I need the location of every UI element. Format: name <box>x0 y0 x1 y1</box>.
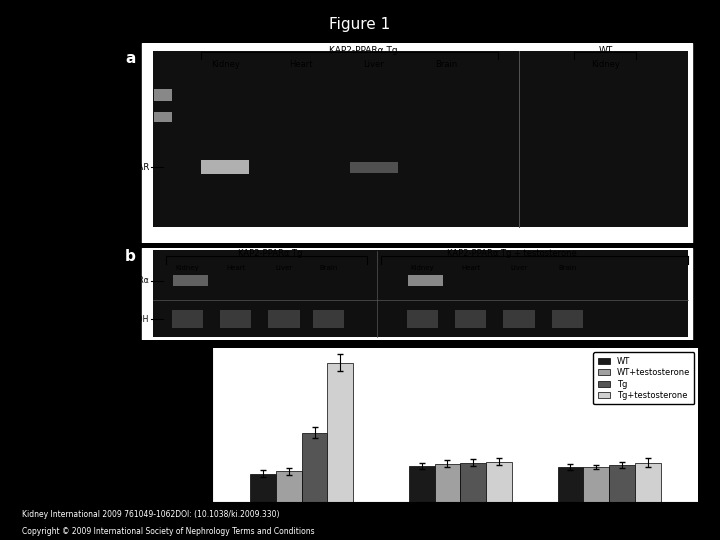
Text: Brain: Brain <box>558 265 577 271</box>
Text: GAPDH: GAPDH <box>122 315 149 323</box>
Text: Kidney: Kidney <box>211 60 240 69</box>
Text: FPPAR: FPPAR <box>123 163 149 172</box>
FancyBboxPatch shape <box>552 310 583 328</box>
Text: KAP2-PPARα Tg: KAP2-PPARα Tg <box>238 249 302 258</box>
Bar <box>486 462 512 502</box>
Text: Liver: Liver <box>276 265 292 271</box>
FancyBboxPatch shape <box>154 112 171 122</box>
Bar <box>460 463 486 502</box>
Bar <box>435 464 460 502</box>
FancyBboxPatch shape <box>153 51 688 227</box>
Text: Kidney: Kidney <box>410 265 434 271</box>
Bar <box>635 463 661 502</box>
Text: Kidney International 2009 761049-1062DOI: (10.1038/ki.2009.330): Kidney International 2009 761049-1062DOI… <box>22 510 279 519</box>
FancyBboxPatch shape <box>220 310 251 328</box>
FancyBboxPatch shape <box>171 310 203 328</box>
Text: a: a <box>125 51 135 66</box>
Text: Brain: Brain <box>436 60 457 69</box>
Text: Heart: Heart <box>289 60 313 69</box>
FancyBboxPatch shape <box>174 275 208 286</box>
Text: Heart: Heart <box>461 265 480 271</box>
FancyBboxPatch shape <box>201 160 249 174</box>
FancyBboxPatch shape <box>269 310 300 328</box>
Y-axis label: Relative PPARa mRNA level: Relative PPARa mRNA level <box>174 359 184 492</box>
Bar <box>609 465 635 502</box>
Text: Kidney: Kidney <box>591 60 620 69</box>
Bar <box>409 466 435 502</box>
Text: b: b <box>125 249 135 264</box>
FancyBboxPatch shape <box>455 310 486 328</box>
Text: Liver: Liver <box>510 265 528 271</box>
Text: WT: WT <box>598 46 613 55</box>
Bar <box>250 474 276 502</box>
FancyBboxPatch shape <box>407 310 438 328</box>
Bar <box>302 433 328 502</box>
FancyBboxPatch shape <box>313 310 344 328</box>
Bar <box>328 362 354 502</box>
Text: KAP2-PPARα Tg + testosterone: KAP2-PPARα Tg + testosterone <box>447 249 577 258</box>
Bar <box>276 471 302 502</box>
Text: Figure 1: Figure 1 <box>329 17 391 32</box>
Legend: WT, WT+testosterone, Tg, Tg+testosterone: WT, WT+testosterone, Tg, Tg+testosterone <box>593 353 694 404</box>
Bar <box>557 467 583 502</box>
Text: Copyright © 2009 International Society of Nephrology Terms and Conditions: Copyright © 2009 International Society o… <box>22 526 314 536</box>
FancyBboxPatch shape <box>154 89 171 101</box>
FancyBboxPatch shape <box>153 250 688 338</box>
Text: Kidney: Kidney <box>176 265 199 271</box>
Text: c: c <box>197 350 205 366</box>
FancyBboxPatch shape <box>503 310 534 328</box>
Text: Brain: Brain <box>320 265 338 271</box>
Text: Heart: Heart <box>226 265 246 271</box>
FancyBboxPatch shape <box>143 248 692 340</box>
Text: Liver: Liver <box>364 60 384 69</box>
Bar <box>583 467 609 502</box>
FancyBboxPatch shape <box>408 275 443 286</box>
FancyBboxPatch shape <box>143 43 692 243</box>
Text: FPPARα: FPPARα <box>120 276 149 285</box>
FancyBboxPatch shape <box>350 161 398 173</box>
Text: KAP2-PPARα Tg: KAP2-PPARα Tg <box>329 46 397 55</box>
